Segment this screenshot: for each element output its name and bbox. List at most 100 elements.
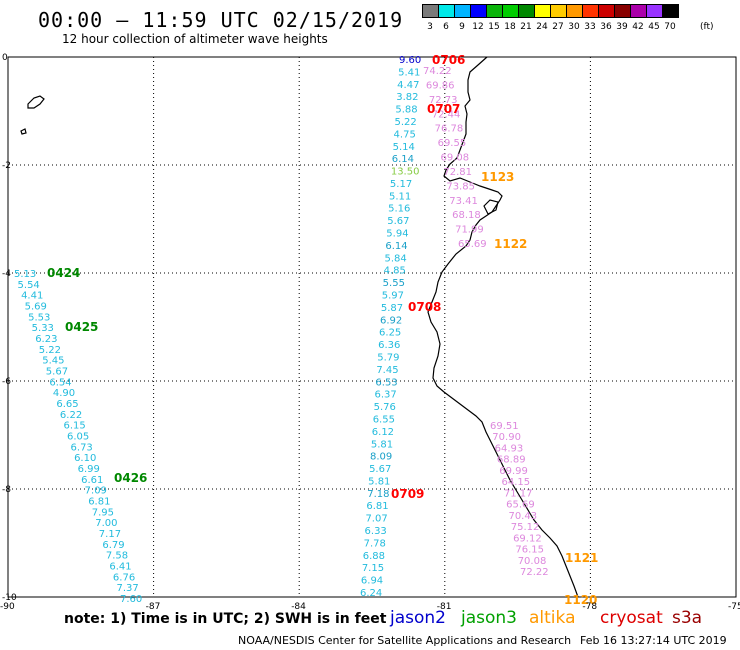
swh-value-label: 5.45: [42, 356, 64, 367]
swh-value-label: 6.24: [360, 588, 382, 599]
swh-value-label: 6.61: [81, 475, 103, 486]
swh-value-label: 5.94: [386, 229, 408, 240]
swh-value-label: 6.88: [363, 551, 385, 562]
swh-value-label: 69.55: [438, 138, 467, 149]
swh-value-label: 3.82: [396, 92, 418, 103]
swh-value-label: 4.41: [21, 291, 43, 302]
x-tick-label: -84: [291, 602, 306, 612]
swh-value-label: 4.75: [394, 129, 416, 140]
swh-value-label: 6.94: [361, 576, 383, 587]
swh-value-label: 7.17: [99, 529, 121, 540]
satellite-name-jason3: jason3: [461, 608, 517, 628]
swh-value-label: 65.69: [506, 500, 535, 511]
swh-value-label: 6.54: [49, 377, 71, 388]
pass-time-label: 1123: [481, 170, 514, 184]
satellite-name-altika: altika: [529, 608, 576, 628]
map-subtitle: 12 hour collection of altimeter wave hei…: [62, 32, 328, 46]
swh-value-label: 5.54: [18, 280, 40, 291]
y-tick-label: -10: [2, 593, 17, 603]
swh-value-label: 6.14: [392, 154, 414, 165]
legend-label: 39: [616, 22, 628, 32]
y-tick-label: -6: [2, 377, 11, 387]
legend-label: 30: [568, 22, 580, 32]
swh-value-label: 6.81: [366, 501, 388, 512]
swh-value-label: 5.11: [389, 191, 411, 202]
legend-label: 3: [427, 22, 433, 32]
swh-value-label: 65.69: [458, 239, 487, 250]
swh-value-label: 72.22: [520, 567, 549, 578]
swh-value-label: 5.84: [384, 253, 406, 264]
legend-label: 6: [443, 22, 449, 32]
x-tick-label: -81: [437, 602, 452, 612]
satellite-name-s3a: s3a: [672, 608, 703, 628]
swh-value-label: 7.07: [365, 514, 387, 525]
legend-labels: 3 6 9 12 15 18 21 24 27 30 33 36 39 42 45 70: [422, 22, 678, 32]
swh-value-label: 69.08: [441, 153, 470, 164]
legend-label: 12: [472, 22, 484, 32]
swh-value-label: 64.93: [495, 443, 524, 454]
swh-value-label: 73.85: [446, 181, 475, 192]
legend-unit: (ft): [700, 22, 714, 32]
satellite-name-jason2: jason2: [390, 608, 446, 628]
swh-value-label: 70.90: [492, 432, 521, 443]
swh-value-label: 5.67: [387, 216, 409, 227]
swh-value-label: 6.22: [60, 410, 82, 421]
swh-value-label: 71.17: [504, 488, 533, 499]
swh-value-label: 76.15: [515, 545, 544, 556]
swh-value-label: 7.95: [92, 507, 114, 518]
swh-value-label: 8.09: [370, 452, 392, 463]
swh-value-label: 5.81: [368, 476, 390, 487]
swh-value-label: 71.99: [455, 225, 484, 236]
legend-label: 33: [584, 22, 596, 32]
swh-value-label: 68.18: [452, 210, 481, 221]
swh-value-label: 5.79: [377, 352, 399, 363]
swh-value-label: 69.86: [426, 80, 455, 91]
swh-value-label: 6.14: [385, 241, 407, 252]
swh-value-label: 70.08: [518, 556, 547, 567]
swh-value-label: 69.51: [490, 421, 519, 432]
swh-value-label: 69.99: [499, 466, 528, 477]
swh-value-label: 4.47: [397, 80, 419, 91]
pass-time-label: 0424: [47, 266, 80, 280]
swh-value-label: 5.88: [395, 105, 417, 116]
pass-time-label: 0425: [65, 320, 98, 334]
swh-value-label: 5.16: [388, 204, 410, 215]
island-outline: [27, 95, 45, 109]
swh-value-label: 7.15: [362, 563, 384, 574]
y-tick-label: -4: [2, 269, 11, 279]
swh-value-label: 6.23: [35, 334, 57, 345]
legend-label: 70: [664, 22, 676, 32]
x-tick-label: -78: [582, 602, 597, 612]
swh-value-label: 6.65: [56, 399, 78, 410]
x-tick-label: -75: [728, 602, 740, 612]
color-legend: 3 6 9 12 15 18 21 24 27 30 33 36 39 42 45 70 (ft): [422, 4, 714, 34]
islet-outline: [20, 128, 27, 135]
swh-value-label: 74.22: [423, 66, 452, 77]
legend-label: 18: [504, 22, 516, 32]
plot-frame: [7, 56, 737, 598]
swh-value-label: 6.05: [67, 432, 89, 443]
swh-value-label: 6.41: [109, 562, 131, 573]
swh-value-label: 6.99: [78, 464, 100, 475]
pass-time-label: 1121: [565, 551, 598, 565]
time-labels: 0706 0707 0708 0709 1123 1122 1121 1120 0424 0425…: [47, 53, 598, 607]
swh-value-label: 5.87: [381, 303, 403, 314]
swh-value-label: 6.92: [380, 315, 402, 326]
swh-value-label: 5.67: [369, 464, 391, 475]
legend-swatch: [662, 4, 679, 18]
swh-value-label: 64.15: [502, 477, 531, 488]
pass-time-label: 0426: [114, 471, 147, 485]
swh-value-label: 6.55: [373, 414, 395, 425]
swh-value-label: 7.60: [120, 594, 142, 605]
swh-value-label: 72.81: [443, 167, 472, 178]
y-tick-label: -2: [2, 161, 11, 171]
swh-value-label: 73.41: [449, 196, 478, 207]
pass-time-label: 1122: [494, 237, 527, 251]
swh-value-label: 6.12: [372, 427, 394, 438]
swh-value-label: 5.41: [398, 67, 420, 78]
pass-time-label: 0707: [427, 102, 460, 116]
swh-value-label: 6.37: [375, 390, 397, 401]
generated-timestamp: Feb 16 13:27:14 UTC 2019: [580, 634, 727, 647]
swh-value-label: 6.73: [71, 442, 93, 453]
